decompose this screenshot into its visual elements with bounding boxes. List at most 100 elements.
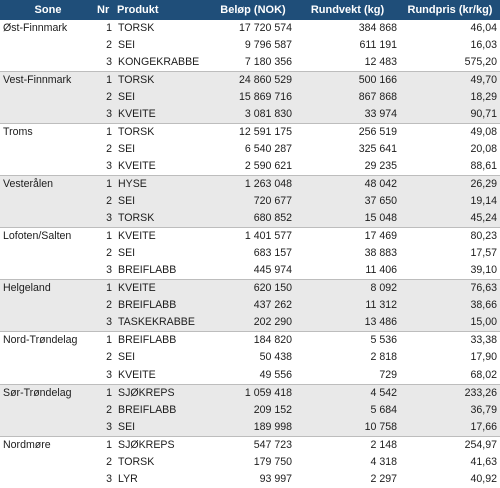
cell-belop: 93 997: [259, 472, 292, 485]
cell-rundpris: 33,38: [400, 331, 500, 350]
cell-rundvekt: 867 868: [295, 89, 400, 107]
cell-nr: 1: [96, 435, 115, 454]
cell-nr: 2: [96, 297, 115, 315]
cell-rundpris: 36,79: [400, 401, 500, 419]
cell-sone: [0, 245, 96, 262]
cell-rundpris: 38,66: [400, 297, 500, 315]
header-rundvekt: Rundvekt (kg): [295, 0, 400, 20]
cell-sone: [0, 349, 96, 366]
cell-rundpris: 17,90: [470, 351, 497, 364]
cell-belop: 24 860 529: [211, 71, 295, 90]
cell-nr: 3: [106, 472, 112, 485]
cell-produkt: BREIFLABB: [115, 297, 211, 315]
cell-produkt: TORSK: [115, 210, 211, 228]
table-row: 2 SEI 6 540 287 325 641 20,08: [0, 141, 500, 158]
table-row: 2 SEI 9 796 587 611 191 16,03: [0, 37, 500, 54]
cell-belop: 445 974: [253, 264, 292, 277]
cell-rundvekt: 384 868: [358, 22, 397, 35]
cell-rundvekt: 611 191: [359, 39, 397, 52]
cell-produkt: TORSK: [118, 22, 155, 35]
cell-nr: 3: [106, 160, 112, 173]
cell-rundvekt: 5 684: [295, 401, 400, 419]
table-row: 2 SEI 720 677 37 650 19,14: [0, 193, 500, 211]
cell-nr: 3: [96, 106, 115, 124]
cell-rundvekt: 325 641: [358, 143, 397, 156]
cell-rundvekt: 2 818: [370, 351, 397, 364]
cell-sone: Nord-Trøndelag: [0, 331, 96, 350]
cell-rundpris: 26,29: [400, 175, 500, 194]
cell-rundvekt: 2 297: [370, 472, 397, 485]
cell-nr: 2: [106, 455, 112, 468]
cell-rundpris: 68,02: [470, 368, 497, 381]
header-row: Sone Nr Produkt Beløp (NOK) Rundvekt (kg…: [0, 0, 500, 20]
cell-produkt: SEI: [118, 39, 136, 52]
cell-produkt: SJØKREPS: [115, 383, 211, 402]
cell-belop: 7 180 356: [244, 56, 292, 69]
cell-produkt: KONGEKRABBE: [118, 56, 200, 69]
cell-belop: 1 401 577: [211, 227, 295, 246]
cell-produkt: BREIFLABB: [115, 331, 211, 350]
cell-rundpris: 17,66: [400, 418, 500, 437]
table-row: Troms 1 TORSK 12 591 175 256 519 49,08: [0, 123, 500, 142]
table-row: Nord-Trøndelag 1 BREIFLABB 184 820 5 536 33,3…: [0, 331, 500, 350]
table-row: 3 TORSK 680 852 15 048 45,24: [0, 210, 500, 228]
cell-belop: 1 263 048: [211, 175, 295, 194]
cell-nr: 2: [106, 143, 112, 156]
table-row: Nordmøre 1 SJØKREPS 547 723 2 148 254,97: [0, 435, 500, 454]
cell-belop: 6 540 287: [244, 143, 292, 156]
cell-nr: 2: [106, 39, 112, 52]
table-row: 2 SEI 683 157 38 883 17,57: [0, 245, 500, 262]
cell-sone: [0, 314, 96, 332]
cell-produkt: KVEITE: [115, 106, 211, 124]
table-row: 3 KVEITE 49 556 729 68,02: [0, 367, 500, 385]
cell-sone: [0, 193, 96, 211]
cell-rundpris: 80,23: [400, 227, 500, 246]
cell-nr: 2: [96, 401, 115, 419]
cell-rundpris: 88,61: [470, 160, 497, 173]
cell-rundvekt: 4 542: [295, 383, 400, 402]
cell-nr: 2: [106, 351, 112, 364]
cell-sone: [0, 418, 96, 437]
cell-produkt: SEI: [118, 351, 136, 364]
cell-belop: 9 796 587: [244, 39, 292, 52]
cell-nr: 1: [96, 71, 115, 90]
table-row: Øst-Finnmark 1 TORSK 17 720 574 384 868 46,04: [0, 20, 500, 37]
cell-produkt: KVEITE: [118, 160, 156, 173]
cell-produkt: BREIFLABB: [118, 264, 177, 277]
header-sone: Sone: [0, 0, 96, 20]
cell-produkt: BREIFLABB: [115, 401, 211, 419]
cell-rundpris: 76,63: [400, 279, 500, 298]
cell-nr: 3: [106, 368, 112, 381]
cell-rundvekt: 10 758: [295, 418, 400, 437]
cell-belop: 683 157: [253, 247, 292, 260]
cell-sone: Vest-Finnmark: [0, 71, 96, 90]
header-rundpris: Rundpris (kr/kg): [400, 0, 500, 20]
cell-belop: 720 677: [211, 193, 295, 211]
cell-rundpris: 18,29: [400, 89, 500, 107]
table-row: Sør-Trøndelag 1 SJØKREPS 1 059 418 4 542 233,…: [0, 383, 500, 402]
cell-sone: Troms: [0, 123, 96, 142]
cell-rundvekt: 500 166: [295, 71, 400, 90]
cell-rundvekt: 37 650: [295, 193, 400, 211]
cell-nr: 2: [106, 247, 112, 260]
cell-belop: 202 290: [211, 314, 295, 332]
cell-sone: [0, 37, 96, 54]
cell-sone: [0, 367, 96, 385]
cell-sone: [0, 401, 96, 419]
cell-nr: 1: [106, 22, 112, 35]
cell-rundvekt: 11 312: [295, 297, 400, 315]
cell-nr: 3: [96, 418, 115, 437]
cell-produkt: TASKEKRABBE: [115, 314, 211, 332]
cell-produkt: KVEITE: [115, 279, 211, 298]
cell-produkt: TORSK: [115, 123, 211, 142]
cell-sone: [0, 262, 96, 280]
cell-produkt: SEI: [115, 193, 211, 211]
table-row: 3 KONGEKRABBE 7 180 356 12 483 575,20: [0, 54, 500, 72]
cell-rundpris: 17,57: [470, 247, 497, 260]
cell-sone: [0, 106, 96, 124]
cell-rundvekt: 38 883: [364, 247, 397, 260]
cell-nr: 1: [96, 123, 115, 142]
cell-rundvekt: 13 486: [295, 314, 400, 332]
cell-nr: 1: [96, 279, 115, 298]
cell-rundvekt: 8 092: [295, 279, 400, 298]
